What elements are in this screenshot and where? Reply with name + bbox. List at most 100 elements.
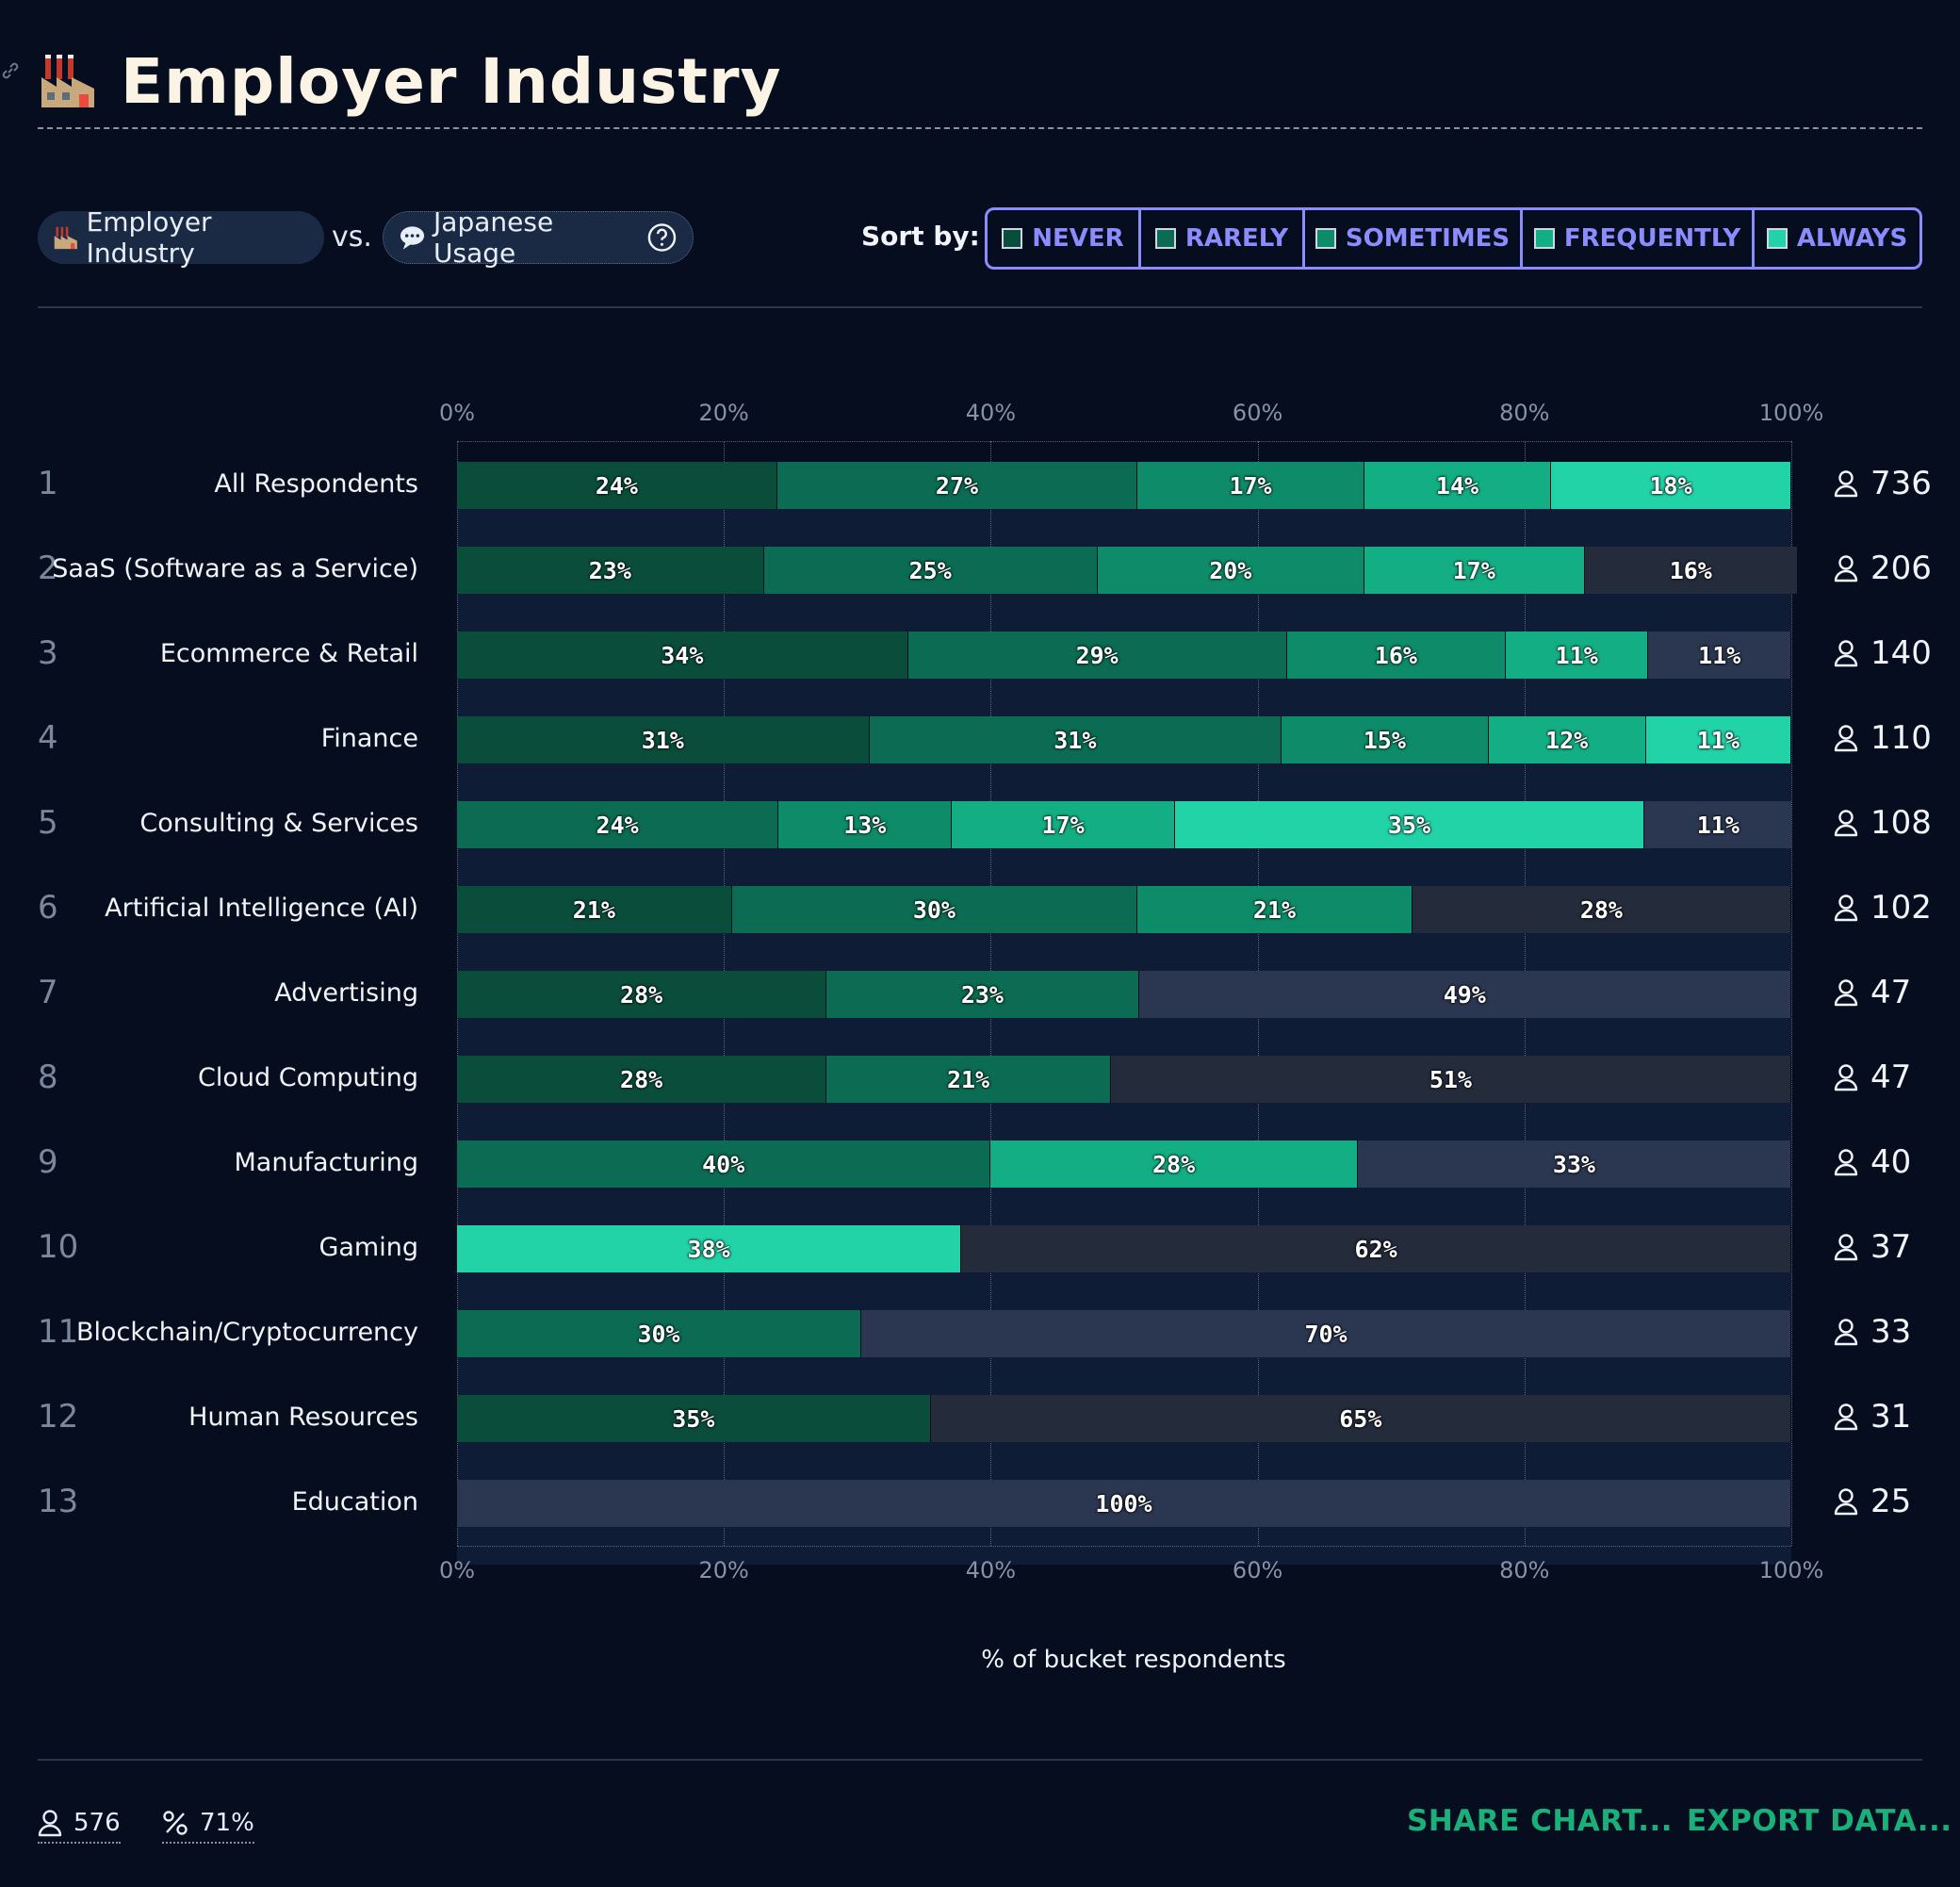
x-tick-label-top: 100% bbox=[1758, 400, 1824, 426]
bar-segment-sometimes[interactable]: 16% bbox=[1286, 632, 1505, 679]
bar-segment-rarely[interactable]: 25% bbox=[763, 547, 1097, 594]
bar-segment-frequently[interactable]: 17% bbox=[952, 801, 1174, 848]
respondent-count: 102 bbox=[1833, 889, 1932, 927]
sort-frequently-button[interactable]: FREQUENTLY bbox=[1523, 210, 1755, 267]
x-tick-label-top: 60% bbox=[1232, 400, 1283, 426]
row-rank: 12 bbox=[38, 1398, 79, 1436]
bar-segment-sometimes[interactable]: 17% bbox=[1137, 462, 1364, 509]
respondent-count: 33 bbox=[1833, 1313, 1911, 1351]
bar-segment-no-answer_a[interactable]: 51% bbox=[1110, 1056, 1790, 1103]
bar-segment-rarely[interactable]: 40% bbox=[457, 1140, 990, 1188]
person-icon bbox=[1834, 810, 1858, 837]
row-rank: 3 bbox=[38, 634, 58, 672]
speech-bubble-icon bbox=[400, 226, 425, 250]
row-label: Blockchain/Cryptocurrency bbox=[75, 1318, 418, 1347]
sort-sometimes-button[interactable]: SOMETIMES bbox=[1305, 210, 1523, 267]
bar-segment-sometimes[interactable]: 15% bbox=[1282, 716, 1488, 763]
row-background bbox=[457, 763, 1791, 801]
bar-segment-rarely[interactable]: 29% bbox=[907, 632, 1286, 679]
factory-icon bbox=[41, 55, 94, 107]
bar-segment-frequently[interactable]: 11% bbox=[1505, 632, 1648, 679]
person-icon bbox=[1834, 1403, 1858, 1431]
question1-label: Employer Industry bbox=[86, 206, 212, 269]
bar-segment-sometimes[interactable]: 21% bbox=[1137, 886, 1412, 933]
bar-segment-sometimes[interactable]: 13% bbox=[778, 801, 952, 848]
bar-segment-no-answer_b[interactable]: 33% bbox=[1357, 1140, 1790, 1188]
sort-button-group: NEVER RARELY SOMETIMES FREQUENTLY ALWAYS bbox=[985, 207, 1922, 270]
respondent-count-value: 110 bbox=[1870, 719, 1932, 757]
sort-rarely-button[interactable]: RARELY bbox=[1141, 210, 1305, 267]
bar-segment-always[interactable]: 11% bbox=[1645, 716, 1790, 763]
percent-value: 71% bbox=[200, 1809, 254, 1837]
share-chart-button[interactable]: SHARE CHART... bbox=[1407, 1804, 1674, 1838]
bar-segment-rarely[interactable]: 21% bbox=[826, 1056, 1110, 1103]
bar-segment-frequently[interactable]: 12% bbox=[1488, 716, 1645, 763]
export-data-button[interactable]: EXPORT DATA... bbox=[1687, 1804, 1952, 1838]
sort-always-button[interactable]: ALWAYS bbox=[1755, 210, 1919, 267]
x-tick-label-bottom: 20% bbox=[698, 1557, 749, 1583]
bar-segment-never[interactable]: 28% bbox=[457, 1056, 826, 1103]
bar-segment-never[interactable]: 24% bbox=[457, 462, 776, 509]
footer-divider bbox=[38, 1759, 1922, 1761]
bar-segment-no-answer_b[interactable]: 70% bbox=[861, 1310, 1790, 1357]
bar-segment-never[interactable]: 34% bbox=[457, 632, 907, 679]
bar-segment-no-answer_b[interactable]: 11% bbox=[1648, 632, 1790, 679]
row-rank: 7 bbox=[38, 974, 58, 1011]
bar-segment-no-answer_b[interactable]: 11% bbox=[1644, 801, 1792, 848]
row-label: Education bbox=[291, 1487, 418, 1517]
sort-rarely-label: RARELY bbox=[1184, 224, 1289, 253]
row-background bbox=[457, 1018, 1791, 1056]
page-title: Employer Industry bbox=[121, 44, 782, 118]
person-icon bbox=[1834, 470, 1858, 498]
question2-selector[interactable]: Japanese Usage bbox=[383, 206, 694, 269]
bar-segment-always[interactable]: 38% bbox=[457, 1225, 961, 1272]
respondent-count-value: 736 bbox=[1870, 465, 1932, 502]
title-divider bbox=[38, 127, 1922, 129]
respondent-count: 37 bbox=[1833, 1228, 1911, 1266]
bar-segment-no-answer_a[interactable]: 16% bbox=[1584, 547, 1798, 594]
bar-segment-frequently[interactable]: 14% bbox=[1364, 462, 1551, 509]
link-icon[interactable] bbox=[0, 60, 21, 81]
bar-segment-no-answer_a[interactable]: 28% bbox=[1412, 886, 1790, 933]
row-label: Consulting & Services bbox=[139, 809, 418, 838]
percent-stat[interactable]: 71% bbox=[162, 1804, 254, 1844]
bar-segment-rarely[interactable]: 30% bbox=[457, 1310, 861, 1357]
bar-segment-rarely[interactable]: 31% bbox=[869, 716, 1282, 763]
row-label: Ecommerce & Retail bbox=[159, 639, 418, 668]
row-background bbox=[457, 594, 1791, 632]
row-rank: 8 bbox=[38, 1058, 58, 1096]
bar-segment-always[interactable]: 18% bbox=[1551, 462, 1790, 509]
respondent-count-value: 40 bbox=[1870, 1143, 1912, 1181]
bar-segment-never[interactable]: 21% bbox=[457, 886, 731, 933]
vs-label: vs. bbox=[332, 221, 372, 254]
bar-segment-sometimes[interactable]: 20% bbox=[1097, 547, 1364, 594]
respondent-count-stat[interactable]: 576 bbox=[38, 1804, 121, 1844]
row-rank: 11 bbox=[38, 1313, 79, 1351]
bar-segment-no-answer_b[interactable]: 49% bbox=[1138, 971, 1790, 1018]
x-tick-label-bottom: 0% bbox=[438, 1557, 476, 1583]
respondent-count-value: 102 bbox=[1870, 889, 1932, 927]
bar-segment-rarely[interactable]: 23% bbox=[826, 971, 1138, 1018]
bar-segment-rarely[interactable]: 30% bbox=[731, 886, 1137, 933]
respondent-count: 47 bbox=[1833, 1058, 1911, 1096]
bar-segment-never[interactable]: 23% bbox=[457, 547, 763, 594]
bar-segment-no-answer_a[interactable]: 62% bbox=[961, 1225, 1790, 1272]
bar-segment-never[interactable]: 28% bbox=[457, 971, 826, 1018]
bar-segment-frequently[interactable]: 28% bbox=[990, 1140, 1357, 1188]
bar-segment-always[interactable]: 35% bbox=[1174, 801, 1644, 848]
person-icon bbox=[1834, 555, 1858, 583]
bar-segment-never[interactable]: 35% bbox=[457, 1395, 930, 1442]
question1-selector[interactable]: Employer Industry bbox=[38, 206, 324, 269]
x-tick-label-bottom: 80% bbox=[1499, 1557, 1550, 1583]
bar-segment-no-answer_b[interactable]: 100% bbox=[457, 1480, 1790, 1527]
bar-segment-rarely[interactable]: 24% bbox=[457, 801, 778, 848]
row-background bbox=[457, 509, 1791, 547]
sort-never-button[interactable]: NEVER bbox=[988, 210, 1141, 267]
bar-segment-rarely[interactable]: 27% bbox=[776, 462, 1137, 509]
row-label: Human Resources bbox=[188, 1403, 418, 1432]
bar-segment-frequently[interactable]: 17% bbox=[1364, 547, 1584, 594]
bar-segment-no-answer_a[interactable]: 65% bbox=[930, 1395, 1790, 1442]
bar-segment-never[interactable]: 31% bbox=[457, 716, 869, 763]
respondent-count: 206 bbox=[1833, 550, 1932, 587]
help-icon[interactable] bbox=[646, 222, 678, 254]
